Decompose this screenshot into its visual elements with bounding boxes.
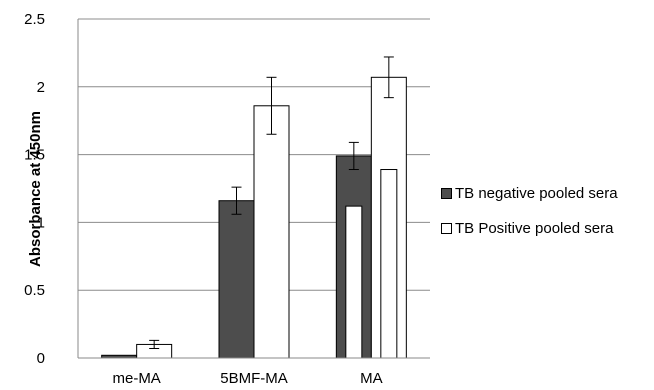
- x-category-label: 5BMF-MA: [220, 370, 288, 387]
- y-tick-label: 0: [37, 350, 45, 367]
- legend-swatch-positive: [441, 222, 452, 234]
- y-axis-title: Absorbance at 450nm: [27, 111, 44, 267]
- y-tick-label: 2.5: [24, 11, 45, 28]
- bar-positive: [253, 105, 290, 359]
- bars-group: [101, 76, 407, 359]
- legend-label-positive: TB Positive pooled sera: [455, 219, 614, 237]
- error-bars-group: [149, 56, 394, 350]
- y-axis-ticks: 0 0.5 1 1.5 2 2.5: [24, 11, 45, 367]
- y-tick-label: 2: [37, 79, 45, 96]
- x-axis-labels: me-MA 5BMF-MA MA: [112, 370, 382, 387]
- bar-negative: [218, 200, 255, 359]
- overlay-bar: [380, 169, 398, 359]
- y-tick-label: 1.5: [24, 147, 45, 164]
- x-category-label: MA: [360, 370, 383, 387]
- legend: TB negative pooled sera TB Positive pool…: [441, 183, 618, 253]
- legend-item-positive: TB Positive pooled sera: [441, 218, 618, 238]
- x-category-label: me-MA: [112, 370, 160, 387]
- legend-item-negative: TB negative pooled sera: [441, 183, 618, 203]
- overlay-bar: [345, 205, 363, 359]
- legend-label-negative: TB negative pooled sera: [455, 184, 618, 202]
- y-tick-label: 1: [37, 214, 45, 231]
- y-tick-label: 0.5: [24, 282, 45, 299]
- legend-swatch-negative: [441, 187, 452, 199]
